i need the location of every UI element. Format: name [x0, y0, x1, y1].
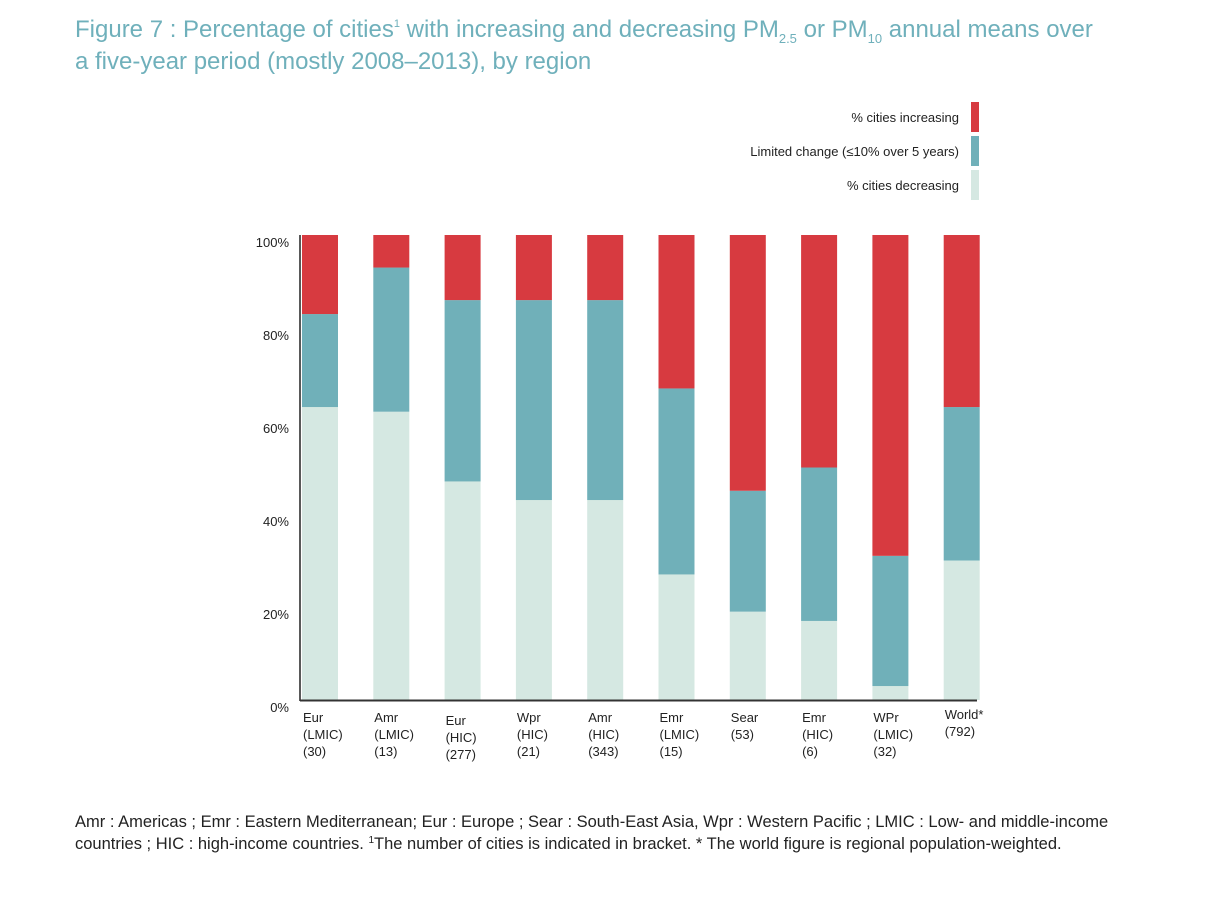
title-mid: with increasing and decreasing PM: [399, 16, 779, 43]
bar-segment-limited-change: [801, 467, 838, 621]
footnote: Amr : Americas ; Emr : Eastern Mediterra…: [75, 811, 1165, 855]
x-tick-label: Eur: [446, 713, 467, 728]
x-tick-label: (LMIC): [873, 727, 913, 742]
x-tick-label: Emr: [660, 710, 685, 725]
x-tick-label: (30): [303, 744, 326, 759]
y-tick-label: 20%: [263, 607, 289, 622]
bar-segment-increasing: [801, 235, 838, 468]
x-tick-label: Amr: [588, 710, 613, 725]
bar-segment-limited-change: [587, 300, 624, 501]
bar-segment-decreasing: [515, 500, 552, 700]
legend-label: % cities decreasing: [847, 177, 959, 193]
x-tick-label: (LMIC): [660, 727, 700, 742]
legend-item-limited-change: Limited change (≤10% over 5 years): [750, 134, 979, 168]
y-tick-label: 40%: [263, 514, 289, 529]
x-tick-label: WPr: [873, 710, 899, 725]
x-tick-label: (HIC): [588, 727, 619, 742]
x-tick-label: Amr: [374, 710, 399, 725]
x-tick-label: (32): [873, 744, 896, 759]
y-tick-label: 80%: [263, 328, 289, 343]
x-tick-label: Eur: [303, 710, 324, 725]
title-subscript-pm25: 2.5: [778, 31, 797, 46]
x-tick-label: (HIC): [446, 730, 477, 745]
legend-item-increasing: % cities increasing: [750, 100, 979, 134]
bar-segment-increasing: [872, 235, 909, 556]
bar-segment-increasing: [515, 235, 552, 301]
bar-segment-decreasing: [658, 574, 695, 700]
bar-segment-increasing: [444, 235, 481, 301]
y-tick-label: 0%: [270, 700, 289, 715]
x-tick-label: (LMIC): [374, 727, 414, 742]
bar-segment-limited-change: [872, 555, 909, 687]
legend-label: Limited change (≤10% over 5 years): [750, 143, 959, 159]
x-tick-label: (277): [446, 747, 476, 762]
bar-segment-increasing: [302, 235, 338, 315]
x-tick-label: (21): [517, 744, 540, 759]
figure-title: Figure 7 : Percentage of cities1 with in…: [75, 14, 1175, 78]
footnote-mark: 1: [368, 835, 375, 846]
bar-segment-limited-change: [302, 314, 338, 408]
title-prefix: Figure 7 : Percentage of cities: [75, 16, 394, 43]
bar-segment-increasing: [373, 235, 410, 268]
title-or: or PM: [796, 16, 868, 43]
bar-segment-limited-change: [658, 388, 695, 575]
legend: % cities increasing Limited change (≤10%…: [750, 100, 979, 202]
x-tick-label: (15): [660, 744, 683, 759]
title-suffix: annual means over: [882, 16, 1093, 43]
y-tick-label: 60%: [263, 421, 289, 436]
bar-segment-decreasing: [943, 560, 980, 700]
x-tick-label: World*: [945, 707, 984, 722]
bar-segment-decreasing: [729, 611, 766, 700]
footnote-text-1: Amr : Americas ; Emr : Eastern Mediterra…: [75, 813, 1109, 853]
stacked-bar-chart: 0% 20% 40% 60% 80% 100% Eur (LMIC) (30) Amr (LMIC)…: [256, 235, 984, 762]
x-tick-label: (53): [731, 727, 754, 742]
x-tick-label: (HIC): [517, 727, 548, 742]
bar-segment-decreasing: [444, 481, 481, 700]
x-tick-label: (HIC): [802, 727, 833, 742]
x-tick-label: (6): [802, 744, 818, 759]
title-footnote-mark: 1: [393, 18, 400, 30]
legend-label: % cities increasing: [851, 109, 959, 125]
bar-segment-limited-change: [729, 490, 766, 612]
title-subscript-pm10: 10: [867, 31, 883, 46]
bar-segment-decreasing: [587, 500, 624, 700]
bar-segment-decreasing: [801, 620, 838, 700]
x-tick-label: Emr: [802, 710, 827, 725]
bar-segment-increasing: [658, 235, 695, 389]
bar-segment-limited-change: [373, 267, 410, 412]
footnote-text-2: The number of cities is indicated in bra…: [374, 835, 1062, 853]
bar-segment-increasing: [587, 235, 624, 301]
legend-swatch: [971, 170, 979, 200]
bar-segment-increasing: [943, 235, 980, 408]
bar-segment-decreasing: [373, 411, 410, 700]
x-tick-label: Sear: [731, 710, 759, 725]
bar-segment-increasing: [729, 235, 766, 491]
legend-swatch: [971, 102, 979, 132]
bar-segment-limited-change: [444, 300, 481, 482]
bar-segment-limited-change: [515, 300, 552, 501]
x-tick-label: Wpr: [517, 710, 542, 725]
x-tick-label: (343): [588, 744, 618, 759]
title-line2: a five-year period (mostly 2008–2013), b…: [75, 48, 592, 75]
bar-segment-decreasing: [872, 686, 909, 700]
y-tick-label: 100%: [256, 235, 290, 250]
x-tick-label: (LMIC): [303, 727, 343, 742]
bar-segment-decreasing: [302, 407, 338, 700]
x-tick-label: (792): [945, 724, 975, 739]
legend-item-decreasing: % cities decreasing: [750, 168, 979, 202]
bar-segment-limited-change: [943, 407, 980, 561]
x-tick-label: (13): [374, 744, 397, 759]
legend-swatch: [971, 136, 979, 166]
